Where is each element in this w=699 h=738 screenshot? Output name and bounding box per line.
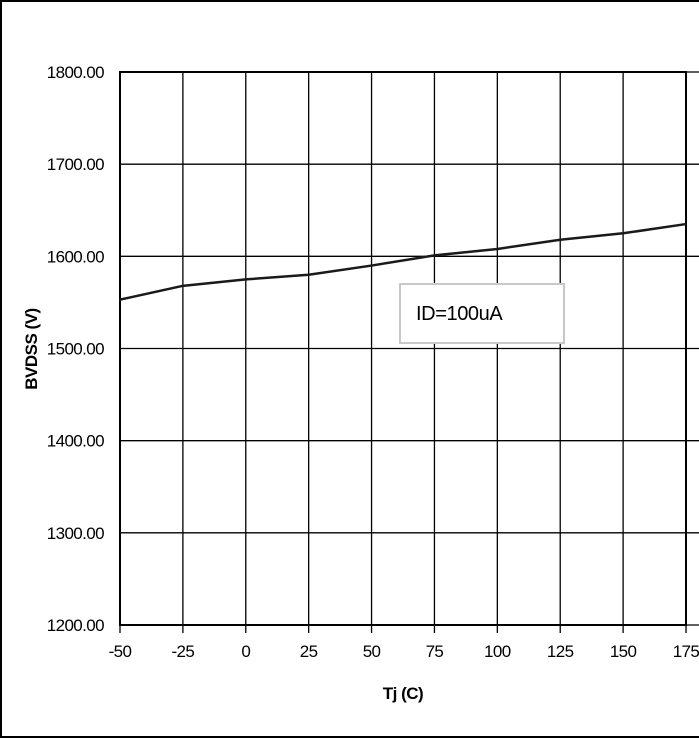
data-point [496, 248, 499, 250]
series-layer [119, 222, 687, 301]
data-point [685, 223, 687, 225]
y-axis-title: BVDSS (V) [22, 308, 41, 389]
x-tick-label: 175 [673, 642, 699, 661]
plot-area-border [119, 71, 687, 626]
grid-lines [119, 71, 699, 633]
x-tick-label: 150 [610, 642, 637, 661]
x-axis-title: Tj (C) [383, 684, 423, 703]
x-tick-label: 100 [484, 642, 511, 661]
data-point [182, 285, 184, 287]
annotation-text: ID=100uA [416, 303, 503, 325]
x-tick-label: 75 [426, 642, 444, 661]
x-tick-label: -50 [109, 642, 132, 661]
y-tick-label: 1500.00 [47, 340, 104, 359]
x-tick-label: 125 [547, 642, 574, 661]
x-tick-label: -25 [171, 642, 194, 661]
annotation-box: ID=100uA [399, 283, 565, 344]
y-tick-label: 1800.00 [47, 63, 104, 82]
data-point [433, 254, 436, 257]
x-tick-label: 0 [241, 642, 250, 661]
y-tick-labels: 1200.00 1300.00 1400.00 1500.00 1600.00 1700.… [47, 63, 105, 635]
data-point [307, 273, 310, 276]
x-tick-label: 25 [300, 642, 318, 661]
x-tick-labels: -50 -25 0 25 50 75 100 125 150 175 [109, 642, 699, 661]
data-point [119, 298, 121, 301]
data-point [244, 278, 247, 281]
y-tick-label: 1600.00 [47, 247, 104, 266]
x-tick-label: 50 [363, 642, 381, 661]
data-point [370, 264, 373, 267]
series-line [119, 222, 687, 301]
y-tick-label: 1300.00 [47, 524, 104, 543]
y-tick-label: 1400.00 [47, 432, 104, 451]
y-tick-label: 1700.00 [47, 155, 104, 174]
y-tick-label: 1200.00 [47, 616, 104, 635]
data-point [559, 238, 562, 241]
data-point [622, 232, 624, 235]
annotation-box-border [399, 283, 565, 344]
